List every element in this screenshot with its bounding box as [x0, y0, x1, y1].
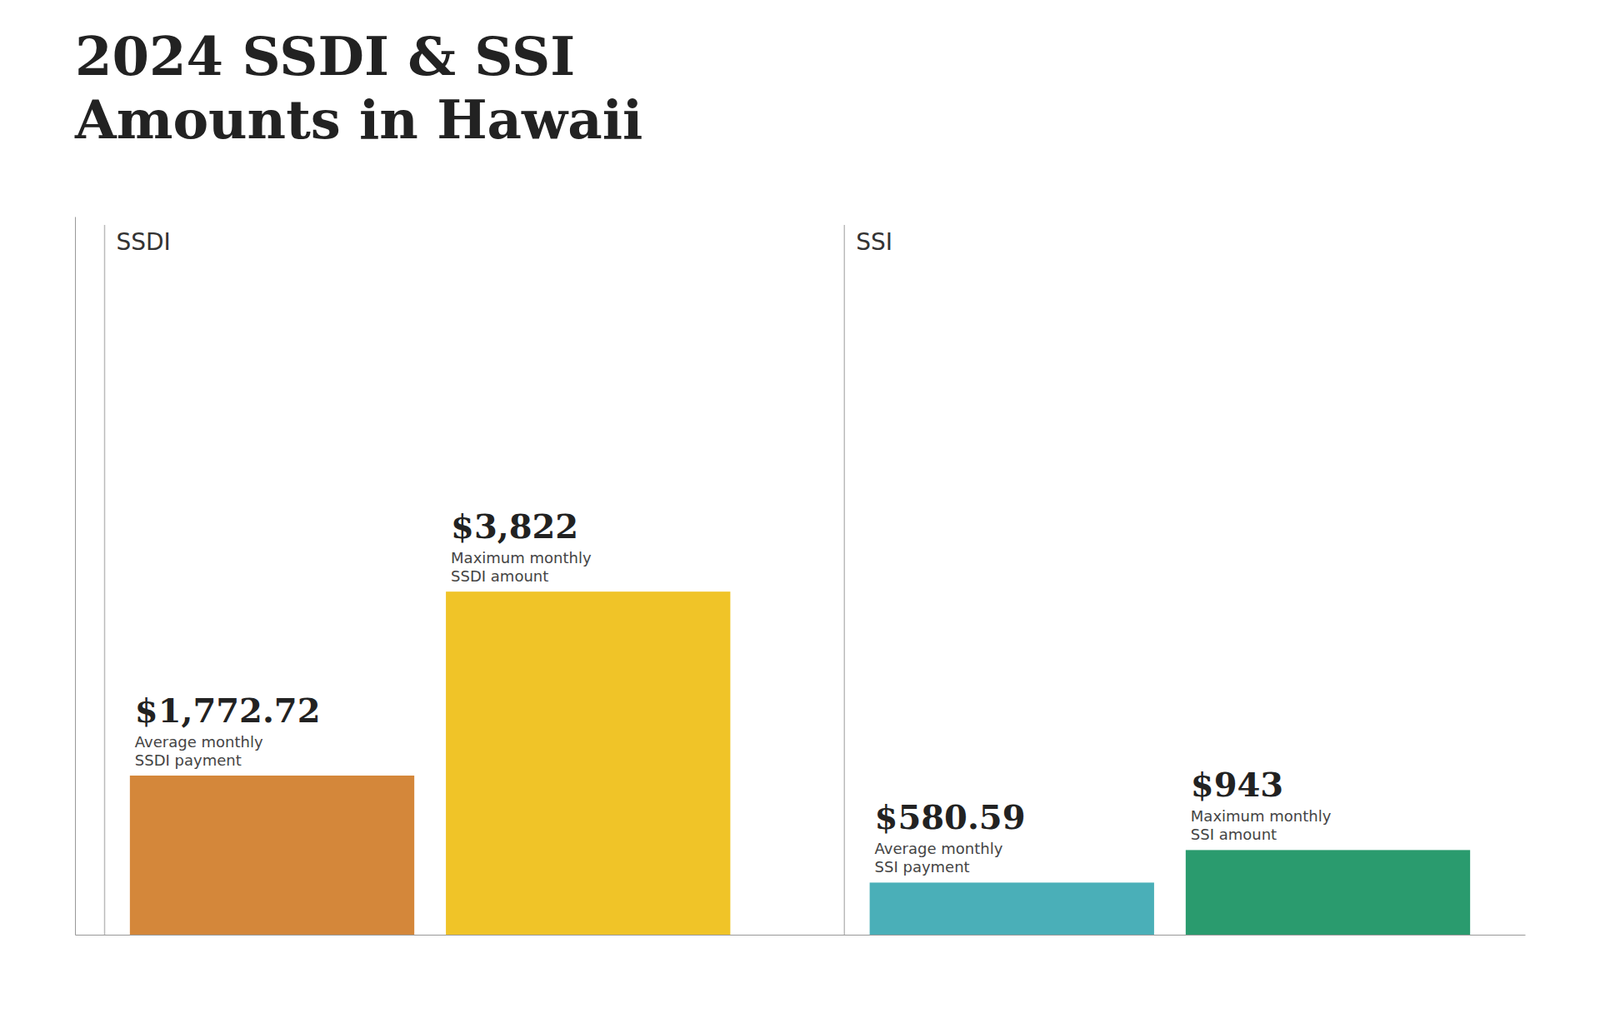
- y-axis: [75, 217, 76, 936]
- chart: 2024 SSDI & SSIAmounts in Hawaii SSDI SSI A…: [0, 0, 1600, 1018]
- labels: Average monthlySSDI payment$1,772.72 Maxi…: [135, 506, 1332, 876]
- x-axis-line: [75, 935, 1526, 936]
- group-separator: [104, 225, 106, 935]
- category-label: Average monthlySSI payment: [875, 840, 1004, 876]
- bar: [870, 882, 1155, 935]
- y-axis-line: [75, 217, 76, 936]
- group-separator: [844, 225, 846, 935]
- bar: [1185, 850, 1470, 935]
- category-label: Maximum monthlySSI amount: [1190, 807, 1332, 844]
- category-label: Average monthlySSDI payment: [135, 733, 264, 770]
- data-label: $1,772.72: [135, 690, 321, 730]
- category-label: Maximum monthlySSDI amount: [450, 549, 592, 585]
- data-label: $580.59: [875, 797, 1026, 837]
- plot: SSDI SSI Average monthlySSDI payment$1,772…: [75, 217, 1526, 936]
- bar: [130, 775, 415, 935]
- bar: [445, 591, 730, 935]
- data-label: $3,822: [450, 506, 579, 546]
- data-label: $943: [1190, 765, 1284, 805]
- bars: [130, 591, 1470, 935]
- group-label: SSDI: [116, 228, 171, 256]
- x-axis: [75, 935, 1526, 936]
- title: 2024 SSDI & SSIAmounts in Hawaii: [74, 25, 643, 151]
- group-label: SSI: [855, 228, 893, 256]
